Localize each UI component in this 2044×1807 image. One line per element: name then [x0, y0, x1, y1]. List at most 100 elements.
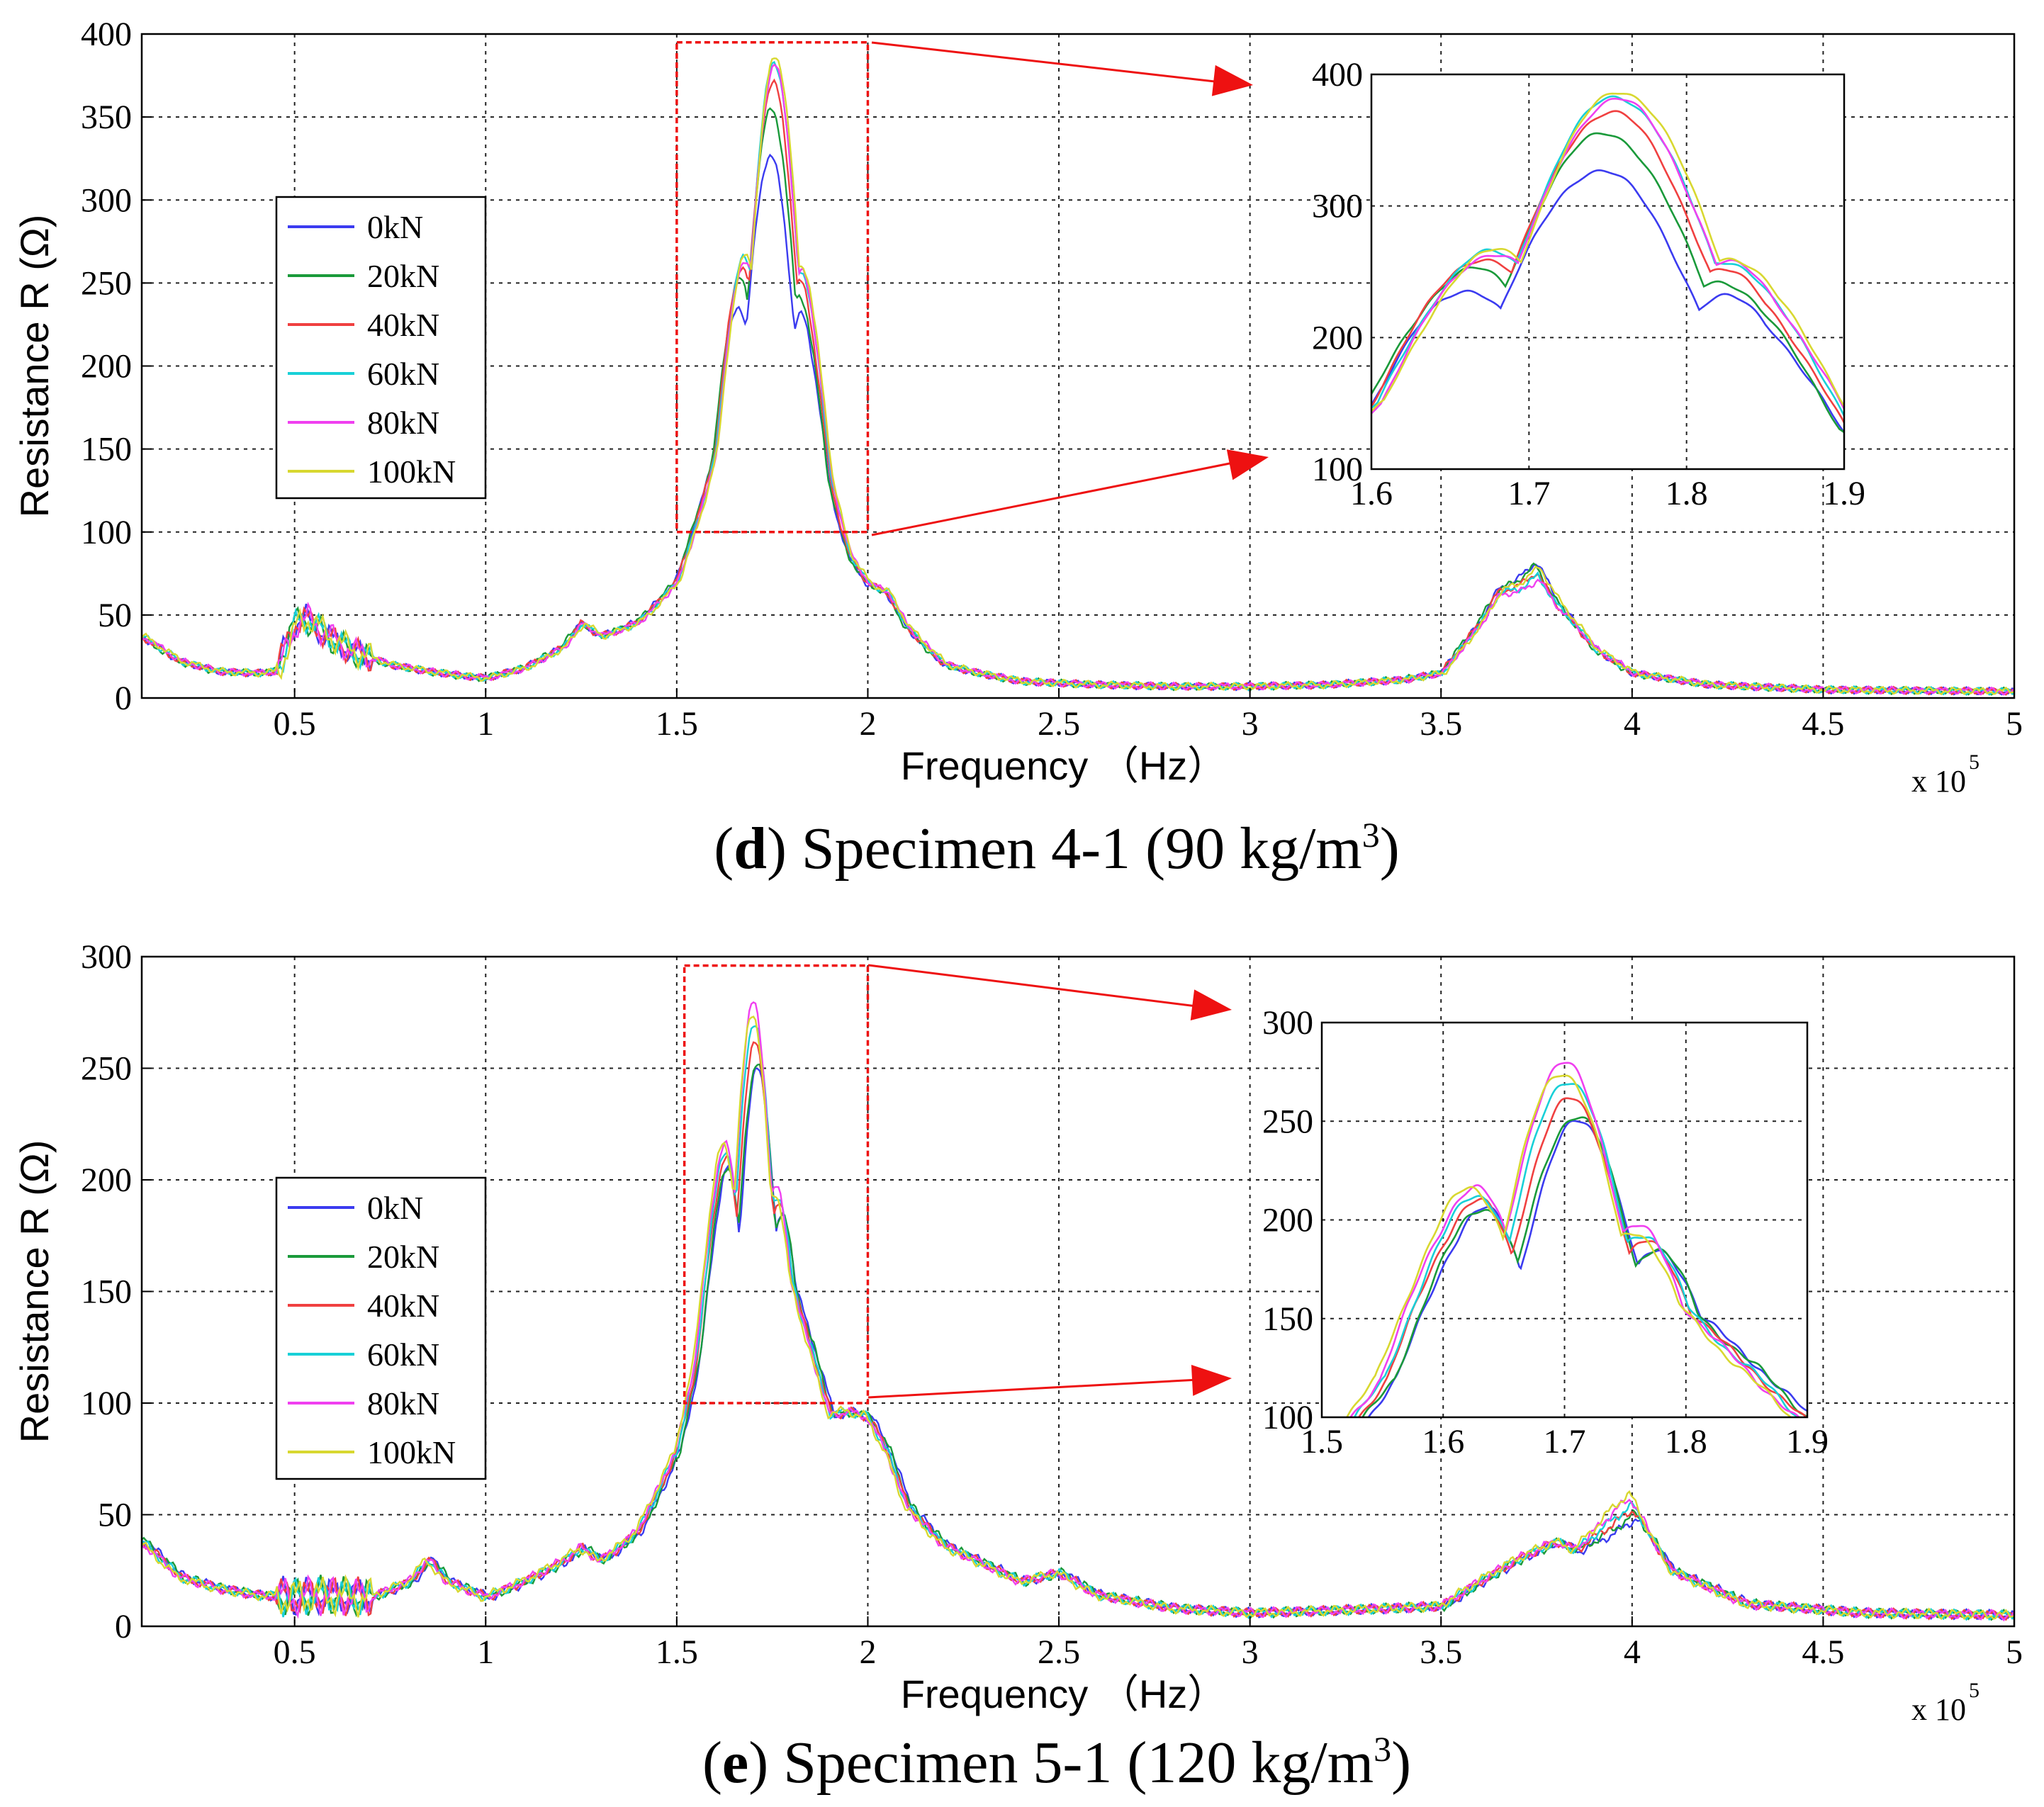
legend-box — [275, 196, 487, 500]
y-tick-label: 250 — [81, 1050, 132, 1088]
chart-panel-e: 0.5 1 1.5 2 2.5 3 3.5 4 4.5 5050100150200250300Fr… — [12, 938, 2023, 1796]
legend-label-80kN: 80kN — [367, 405, 439, 441]
y-tick-label: 250 — [81, 264, 132, 302]
inset-frame — [1320, 1021, 1809, 1419]
legend-label-40kN: 40kN — [367, 1288, 439, 1324]
x-tick-label: 4 — [1624, 705, 1641, 743]
legend-box — [275, 1176, 487, 1480]
inset-series-line-20kN — [1361, 1116, 1807, 1417]
inset-series-line-60kN — [1371, 95, 1844, 417]
series-line-100kN — [141, 1015, 2015, 1621]
caption-text: ) Specimen 4-1 (90 kg/m — [767, 816, 1362, 882]
y-tick-label: 50 — [98, 1497, 132, 1534]
chart-panel-d: 0.5 1 1.5 2 2.5 3 3.5 4 4.5 505010015020025030035… — [12, 16, 2023, 882]
x-tick-label: 4.5 — [1802, 705, 1844, 743]
inset-y-tick-label: 200 — [1312, 319, 1363, 356]
legend-label-0kN: 0kN — [367, 1190, 423, 1226]
y-tick-label: 100 — [81, 1385, 132, 1422]
caption-open-paren: ( — [702, 1730, 722, 1796]
zoom-arrow-line — [871, 41, 1247, 86]
caption-close-paren: ) — [1380, 816, 1400, 882]
series-line-80kN — [141, 63, 2016, 696]
x-multiplier-label: x 10 — [1911, 764, 1966, 799]
x-tick-label: 3 — [1242, 1633, 1259, 1671]
caption-open-paren: ( — [714, 816, 734, 882]
x-axis-label: Frequency （Hz） — [901, 1672, 1228, 1716]
x-tick-label: 4.5 — [1802, 1633, 1844, 1671]
inset-x-tick-label: 1.5 — [1301, 1423, 1343, 1460]
x-tick-label: 0.5 — [274, 1633, 316, 1671]
x-multiplier-exponent: 5 — [1969, 1679, 1980, 1702]
inset-chart: 1.5 1.6 1.7 1.8 1.9 100 150 200 250 300 — [1262, 1004, 1829, 1460]
inset-series-line-0kN — [1371, 169, 1844, 434]
x-tick-label: 2 — [859, 1633, 876, 1671]
x-tick-label: 2.5 — [1038, 1633, 1080, 1671]
panel-caption: (e) Specimen 5-1 (120 kg/m3) — [702, 1729, 1411, 1796]
x-tick-label: 1.5 — [656, 705, 698, 743]
zoom-region-box — [675, 40, 870, 534]
x-tick-label: 3 — [1242, 705, 1259, 743]
inset-series-line-80kN — [1371, 98, 1844, 415]
x-multiplier-label: x 10 — [1911, 1692, 1966, 1727]
inset-series-line-100kN — [1371, 92, 1844, 412]
x-tick-label: 2.5 — [1038, 705, 1080, 743]
x-tick-label: 2 — [859, 705, 876, 743]
inset-background — [1371, 74, 1844, 469]
x-tick-label: 3.5 — [1420, 1633, 1462, 1671]
x-tick-label: 3.5 — [1420, 705, 1462, 743]
caption-close-paren: ) — [1391, 1730, 1411, 1796]
legend-label-0kN: 0kN — [367, 209, 423, 245]
inset-series-line-40kN — [1371, 110, 1844, 424]
inset-series-line-40kN — [1357, 1097, 1807, 1417]
zoom-arrow-line — [871, 456, 1262, 536]
inset-x-tick-label: 1.8 — [1665, 1423, 1707, 1460]
inset-x-tick-label: 1.6 — [1422, 1423, 1464, 1460]
caption-letter: d — [734, 816, 767, 882]
caption-superscript: 3 — [1374, 1729, 1391, 1769]
inset-y-tick-label: 100 — [1262, 1399, 1313, 1436]
inset-y-tick-label: 300 — [1262, 1004, 1313, 1042]
x-tick-label: 0.5 — [274, 705, 316, 743]
inset-frame — [1370, 73, 1846, 471]
y-tick-label: 50 — [98, 597, 132, 634]
y-tick-label: 0 — [115, 680, 132, 717]
legend-label-80kN: 80kN — [367, 1385, 439, 1422]
y-tick-label: 150 — [81, 1273, 132, 1311]
y-tick-label: 400 — [81, 16, 132, 53]
inset-x-tick-label: 1.9 — [1823, 475, 1865, 512]
inset-series-line-100kN — [1346, 1074, 1792, 1417]
y-tick-label: 150 — [81, 431, 132, 468]
legend-label-60kN: 60kN — [367, 1336, 439, 1373]
inset-y-tick-label: 150 — [1262, 1300, 1313, 1338]
caption-letter: e — [722, 1730, 748, 1796]
x-tick-label: 4 — [1624, 1633, 1641, 1671]
y-axis-label: Resistance R (Ω) — [12, 1140, 57, 1443]
x-tick-label: 1 — [477, 705, 494, 743]
legend-label-100kN: 100kN — [367, 454, 456, 490]
zoom-arrow-head — [1211, 64, 1253, 96]
inset-x-tick-label: 1.8 — [1666, 475, 1708, 512]
legend-label-20kN: 20kN — [367, 1239, 439, 1275]
x-tick-label: 5 — [2006, 705, 2023, 743]
y-tick-label: 300 — [81, 938, 132, 976]
inset-y-tick-label: 250 — [1262, 1103, 1313, 1140]
inset-series-line-80kN — [1349, 1062, 1801, 1417]
zoom-arrow-head — [1191, 1364, 1232, 1396]
x-axis-label: Frequency （Hz） — [901, 743, 1228, 788]
legend-label-20kN: 20kN — [367, 258, 439, 294]
inset-x-tick-label: 1.7 — [1507, 475, 1550, 512]
zoom-arrow-line — [867, 964, 1225, 1011]
zoom-region-box — [683, 964, 870, 1404]
legend-label-100kN: 100kN — [367, 1434, 456, 1470]
inset-x-tick-label: 1.9 — [1786, 1423, 1829, 1460]
y-tick-label: 0 — [115, 1608, 132, 1645]
caption-superscript: 3 — [1362, 815, 1380, 855]
series-line-100kN — [141, 57, 2015, 696]
inset-x-tick-label: 1.6 — [1350, 475, 1393, 512]
zoom-arrow-head — [1226, 449, 1269, 480]
inset-y-tick-label: 100 — [1312, 451, 1363, 488]
y-tick-label: 350 — [81, 98, 132, 136]
x-tick-label: 1.5 — [656, 1633, 698, 1671]
y-tick-label: 200 — [81, 1161, 132, 1199]
